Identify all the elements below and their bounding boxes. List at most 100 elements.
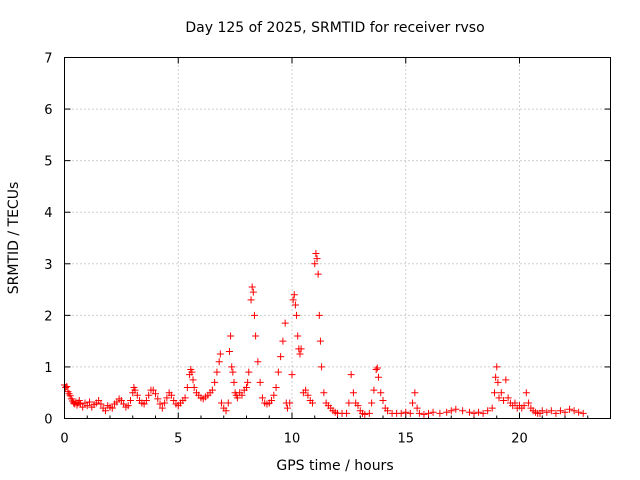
data-point: [243, 384, 250, 392]
data-point: [252, 332, 260, 340]
data-point: [411, 389, 419, 397]
data-point: [233, 394, 241, 402]
data-point: [247, 296, 255, 304]
data-point: [500, 396, 508, 404]
data-point: [373, 364, 381, 372]
data-point: [244, 378, 252, 386]
data-point: [368, 399, 376, 407]
data-point: [293, 311, 301, 319]
data-point: [304, 391, 312, 399]
data-point: [311, 260, 319, 268]
data-point: [149, 386, 157, 394]
data-point: [158, 404, 166, 412]
data-point: [552, 409, 560, 417]
data-point: [270, 391, 278, 399]
data-point: [308, 399, 316, 407]
y-tick-label: 2: [44, 309, 52, 324]
data-point: [345, 399, 353, 407]
y-tick-label: 1: [44, 361, 52, 376]
data-point: [95, 396, 103, 404]
data-point: [415, 409, 423, 417]
data-point: [436, 409, 444, 417]
x-tick-label: 0: [60, 432, 68, 447]
data-point: [145, 391, 153, 399]
data-point: [216, 350, 224, 358]
data-point: [459, 407, 467, 415]
data-point: [372, 366, 380, 374]
data-point: [374, 373, 382, 381]
data-point: [225, 347, 233, 355]
data-point: [494, 378, 502, 386]
data-point: [152, 390, 159, 398]
y-tick-label: 4: [44, 206, 52, 221]
data-point: [211, 378, 219, 386]
data-point: [256, 378, 264, 386]
data-point: [504, 394, 512, 402]
data-point: [183, 384, 191, 392]
data-point: [279, 337, 287, 345]
data-point: [490, 389, 498, 397]
data-point: [492, 373, 500, 381]
data-point: [314, 270, 322, 278]
data-point: [124, 402, 132, 410]
data-point: [343, 409, 351, 417]
data-point: [215, 358, 223, 366]
data-point: [228, 363, 236, 371]
data-point: [579, 409, 587, 417]
data-point: [117, 396, 125, 404]
data-point: [488, 404, 496, 412]
data-point: [230, 378, 238, 386]
data-point: [479, 409, 487, 417]
y-axis-label: SRMTID / TECUs: [6, 182, 22, 295]
data-point: [101, 407, 109, 415]
data-point: [224, 399, 232, 407]
data-point: [379, 396, 387, 404]
data-point: [289, 296, 297, 304]
data-point: [409, 399, 417, 407]
data-point: [361, 410, 369, 418]
x-tick-label: 5: [174, 432, 182, 447]
data-point: [452, 405, 460, 413]
data-point: [142, 396, 150, 404]
data-point: [277, 353, 285, 361]
data-point: [86, 398, 94, 406]
data-point: [543, 408, 551, 416]
data-point: [97, 400, 105, 408]
data-point: [425, 409, 432, 417]
data-point: [570, 407, 578, 415]
data-point: [254, 358, 262, 366]
plot-frame: [64, 57, 611, 419]
data-point: [238, 391, 246, 399]
data-point: [208, 386, 216, 394]
data-point: [561, 408, 569, 416]
data-point: [213, 368, 221, 376]
data-point: [248, 283, 256, 291]
data-point: [189, 376, 197, 384]
x-tick-label: 20: [511, 432, 528, 447]
x-axis-label: GPS time / hours: [276, 458, 393, 474]
data-point: [79, 403, 87, 411]
data-point: [156, 400, 164, 408]
data-point: [318, 363, 326, 371]
data-point: [465, 408, 473, 416]
data-point: [429, 408, 437, 416]
data-point: [75, 396, 83, 404]
data-point: [402, 408, 410, 416]
data-point: [525, 399, 533, 407]
data-point: [294, 332, 302, 340]
data-point: [291, 301, 299, 309]
data-point: [511, 399, 519, 407]
y-tick-label: 7: [44, 52, 52, 67]
data-marks: [61, 249, 587, 418]
data-point: [229, 368, 237, 376]
data-point: [62, 384, 70, 392]
data-point: [83, 402, 91, 410]
data-point: [296, 350, 304, 358]
data-point: [154, 395, 162, 403]
data-point: [566, 405, 574, 413]
data-point: [443, 408, 451, 416]
data-point: [297, 345, 305, 353]
y-tick-label: 3: [44, 258, 52, 273]
data-point: [522, 389, 530, 397]
data-point: [288, 371, 296, 379]
